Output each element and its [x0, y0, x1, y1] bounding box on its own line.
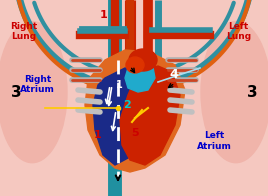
Text: 1: 1 [94, 130, 102, 140]
Ellipse shape [129, 49, 157, 71]
Ellipse shape [201, 22, 268, 163]
Polygon shape [125, 60, 155, 92]
Text: Right
Atrium: Right Atrium [20, 75, 55, 94]
Text: 1: 1 [116, 80, 123, 90]
Ellipse shape [0, 22, 67, 163]
Polygon shape [93, 68, 140, 165]
Text: 1: 1 [99, 10, 107, 20]
Text: 2: 2 [124, 100, 131, 110]
Text: 3: 3 [247, 85, 257, 100]
Text: Left
Lung: Left Lung [226, 22, 251, 41]
Text: 4: 4 [170, 68, 178, 81]
Ellipse shape [126, 57, 144, 73]
Text: 5: 5 [132, 128, 139, 138]
Text: 3: 3 [11, 85, 21, 100]
Text: Right
Lung: Right Lung [10, 22, 38, 41]
Text: Left
Atrium: Left Atrium [197, 132, 232, 151]
Polygon shape [85, 50, 185, 172]
Polygon shape [120, 66, 180, 165]
